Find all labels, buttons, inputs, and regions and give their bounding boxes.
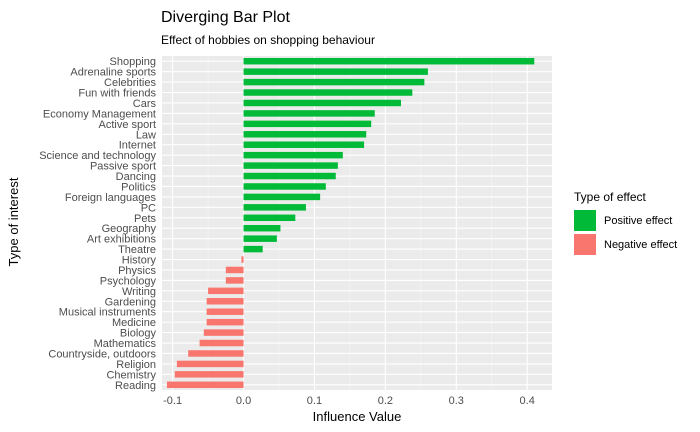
bar (225, 266, 244, 274)
bar (241, 256, 244, 263)
y-tick-label: History (122, 255, 157, 267)
bar (206, 298, 244, 305)
y-tick-label: Active sport (99, 119, 156, 131)
legend-label: Positive effect (604, 215, 672, 227)
bar (243, 141, 365, 148)
chart-title: Diverging Bar Plot (161, 9, 291, 26)
x-tick-labels: -0.1 0.0 0.1 0.2 0.3 0.4 (163, 395, 535, 407)
x-tick-label: 0.3 (449, 395, 464, 407)
bar (243, 131, 367, 138)
bar (243, 110, 375, 117)
x-tick-label: 0.2 (378, 395, 393, 407)
bar (243, 193, 321, 201)
x-tick-label: 0.1 (307, 395, 322, 407)
bar (243, 89, 413, 96)
y-tick-label: Chemistry (106, 369, 156, 381)
bar (243, 245, 263, 253)
bar (206, 318, 244, 326)
x-tick-label: -0.1 (163, 395, 182, 407)
y-tick-label: Foreign languages (65, 192, 157, 204)
y-tick-label: Internet (119, 140, 156, 152)
y-tick-label: Medicine (112, 317, 156, 329)
bar (243, 68, 428, 75)
y-tick-label: Passive sport (90, 161, 156, 173)
bar (188, 350, 244, 357)
y-tick-label: Psychology (100, 275, 157, 287)
y-tick-label: Physics (118, 265, 156, 277)
y-tick-label: Politics (121, 181, 156, 193)
y-tick-label: Dancing (116, 171, 156, 183)
y-tick-label: Countryside, outdoors (48, 348, 156, 360)
bar (243, 78, 425, 86)
bar (243, 224, 281, 232)
legend-title: Type of effect (574, 190, 646, 204)
y-tick-label: Pets (134, 213, 157, 225)
y-tick-label: Economy Management (43, 108, 156, 120)
bar (206, 308, 244, 315)
bar (225, 277, 244, 284)
bar (243, 99, 401, 107)
legend-key (574, 234, 596, 255)
bar (243, 235, 277, 242)
legend-label: Negative effect (604, 239, 677, 251)
y-tick-label: Religion (116, 359, 156, 371)
y-tick-label: Gardening (105, 296, 156, 308)
bar (174, 371, 244, 378)
y-tick-label: Reading (115, 380, 156, 392)
y-tick-label: Cars (133, 98, 157, 110)
bar (203, 329, 244, 336)
bars (166, 57, 535, 389)
x-tick-label: 0.4 (520, 395, 535, 407)
y-tick-label: Celebrities (104, 77, 156, 89)
y-tick-label: Geography (102, 223, 157, 235)
y-tick-label: Adrenaline sports (70, 67, 156, 79)
y-tick-label: Biology (120, 328, 157, 340)
y-axis-title: Type of interest (6, 177, 21, 266)
bar (243, 204, 306, 211)
y-tick-label: PC (141, 202, 156, 214)
bar (243, 183, 326, 190)
bar (243, 172, 336, 180)
bar (243, 162, 338, 169)
y-tick-label: Art exhibitions (87, 234, 157, 246)
y-tick-label: Mathematics (94, 338, 157, 350)
bar (243, 151, 343, 159)
y-tick-label: Fun with friends (78, 88, 156, 100)
bar (243, 57, 535, 65)
bar (199, 339, 244, 347)
y-tick-label: Writing (122, 286, 156, 298)
legend: Type of effect Positive effect Negative e… (574, 190, 677, 255)
y-tick-label: Shopping (110, 56, 157, 68)
bar (243, 214, 296, 222)
x-axis-title: Influence Value (313, 409, 402, 424)
x-tick-label: 0.0 (236, 395, 251, 407)
y-tick-label: Theatre (118, 244, 156, 256)
y-tick-label: Musical instruments (59, 307, 157, 319)
y-tick-label: Science and technology (39, 150, 156, 162)
chart-subtitle: Effect of hobbies on shopping behaviour (161, 33, 375, 47)
y-tick-label: Law (136, 129, 156, 141)
legend-key (574, 210, 596, 231)
bar (166, 381, 244, 389)
bar (243, 120, 372, 128)
bar (208, 287, 244, 295)
bar (176, 360, 244, 368)
